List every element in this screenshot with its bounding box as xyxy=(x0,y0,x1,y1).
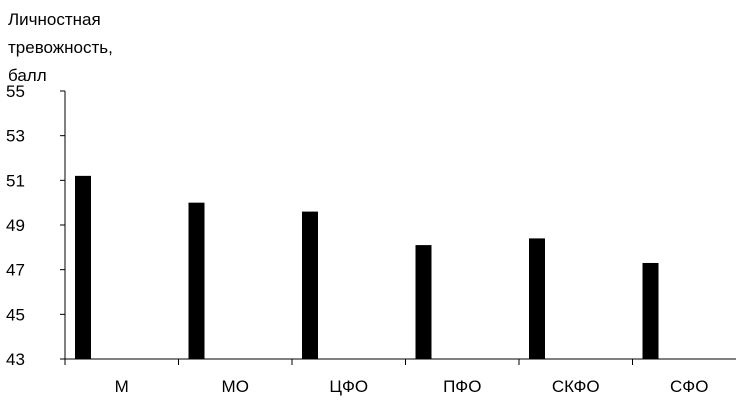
bar xyxy=(529,238,545,359)
bars xyxy=(75,175,659,359)
y-axis-title-line: Личностная xyxy=(8,10,101,29)
bar xyxy=(302,211,318,359)
y-ticks: 43 45 47 49 51 53 55 xyxy=(6,82,65,369)
bar xyxy=(642,262,659,359)
y-tick-label: 47 xyxy=(6,261,25,280)
category-labels: М МО ЦФО ПФО СКФО СФО xyxy=(115,377,709,396)
x-ticks xyxy=(64,359,633,365)
y-tick-label: 43 xyxy=(6,350,25,369)
bar xyxy=(75,175,91,359)
bar xyxy=(188,202,205,359)
y-axis-title-line: балл xyxy=(8,66,47,85)
y-tick-label: 53 xyxy=(6,127,25,146)
x-category-label: М xyxy=(115,377,129,396)
x-category-label: СКФО xyxy=(552,377,600,396)
y-axis-title: Личностная тревожность, балл xyxy=(8,10,113,85)
x-category-label: ЦФО xyxy=(329,377,368,396)
y-tick-label: 49 xyxy=(6,216,25,235)
x-category-label: ПФО xyxy=(443,377,481,396)
x-category-label: МО xyxy=(222,377,249,396)
y-tick-label: 51 xyxy=(6,171,25,190)
x-category-label: СФО xyxy=(670,377,708,396)
y-tick-label: 55 xyxy=(6,82,25,101)
bar xyxy=(415,245,432,359)
y-axis-title-line: тревожность, xyxy=(8,38,113,57)
y-tick-label: 45 xyxy=(6,305,25,324)
